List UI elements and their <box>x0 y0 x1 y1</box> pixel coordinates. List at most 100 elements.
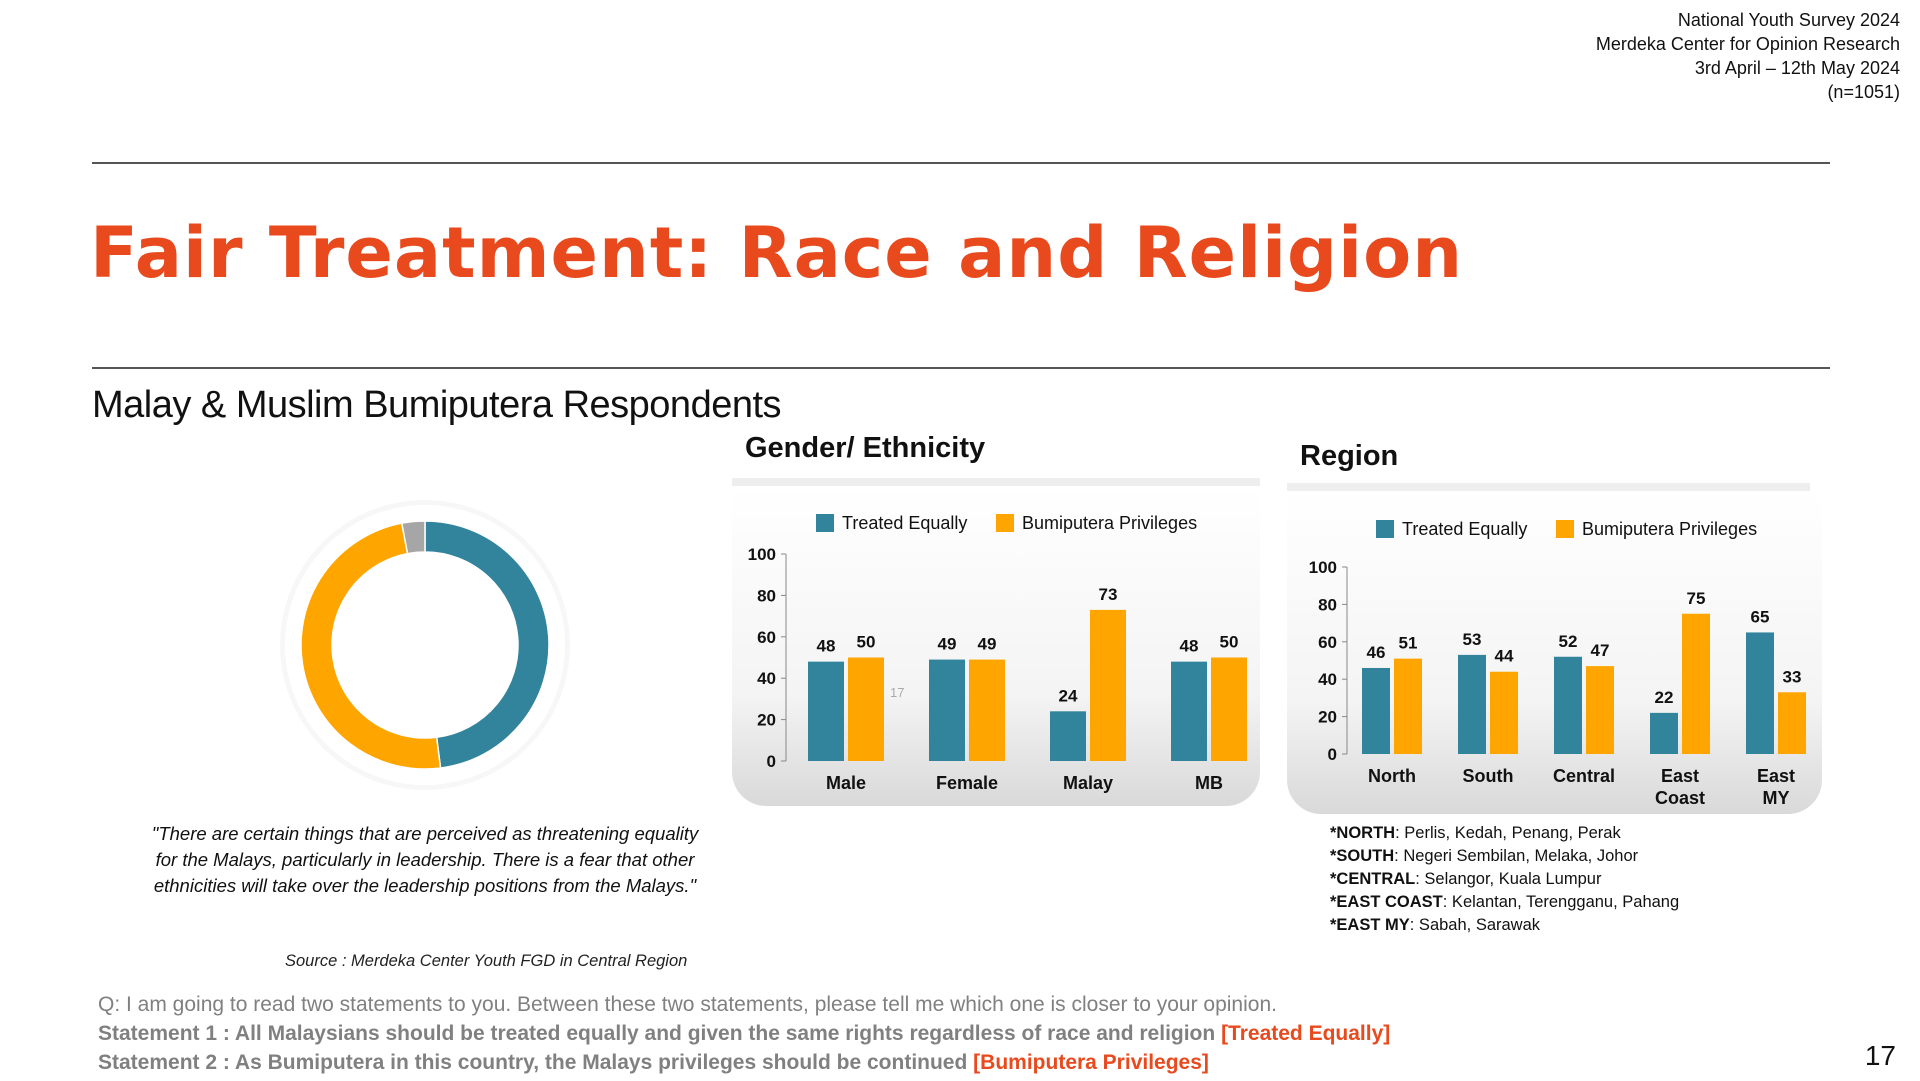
data-label: 50 <box>857 633 876 652</box>
bar-south-bumiputera-privileges <box>1490 671 1518 754</box>
x-tick-label-central: Central <box>1553 766 1615 786</box>
region-note-key: *SOUTH <box>1330 847 1395 865</box>
y-tick-label: 20 <box>1318 708 1337 727</box>
statement-2: Statement 2 : As Bumiputera in this coun… <box>98 1051 1209 1075</box>
x-tick-label-mb: MB <box>1195 773 1223 793</box>
bar-east-my-bumiputera-privileges <box>1778 692 1806 754</box>
bar-malay-bumiputera-privileges <box>1090 609 1126 761</box>
bar-male-treated-equally <box>808 661 844 761</box>
y-tick-label: 100 <box>748 545 776 564</box>
region-note-value: : Kelantan, Terengganu, Pahang <box>1442 893 1680 911</box>
bar-central-bumiputera-privileges <box>1586 666 1614 754</box>
bar-north-bumiputera-privileges <box>1394 658 1422 754</box>
region-note-east-my: *EAST MY: Sabah, Sarawak <box>1330 914 1679 937</box>
y-tick-label: 0 <box>1328 745 1337 764</box>
x-tick-label-south: South <box>1463 766 1514 786</box>
region-notes: *NORTH: Perlis, Kedah, Penang, Perak *SOU… <box>1330 822 1679 937</box>
region-note-key: *EAST COAST <box>1330 893 1443 911</box>
bar-east-coast-treated-equally <box>1650 712 1678 754</box>
y-tick-label: 80 <box>1318 595 1337 614</box>
y-tick-label: 40 <box>757 669 776 688</box>
data-label: 48 <box>817 637 836 656</box>
bar-central-treated-equally <box>1554 656 1582 754</box>
y-tick-label: 0 <box>767 752 776 771</box>
bar-south-treated-equally <box>1458 654 1486 754</box>
x-tick-label-male: Male <box>826 773 866 793</box>
survey-org: Merdeka Center for Opinion Research <box>1595 34 1900 54</box>
data-label: 65 <box>1751 607 1770 626</box>
y-tick-label: 60 <box>1318 633 1337 652</box>
page-subtitle: Malay & Muslim Bumiputera Respondents <box>92 384 782 426</box>
region-note-value: : Negeri Sembilan, Melaka, Johor <box>1394 847 1639 865</box>
y-tick-label: 40 <box>1318 670 1337 689</box>
region-note-key: *EAST MY <box>1330 916 1410 934</box>
y-tick-label: 80 <box>757 586 776 605</box>
donut-slice-bumiputera-privileges <box>300 522 442 770</box>
sample-size: (n=1051) <box>1827 82 1900 102</box>
survey-dates: 3rd April – 12th May 2024 <box>1694 58 1900 78</box>
donut-chart <box>280 500 570 790</box>
gender-panel-title: Gender/ Ethnicity <box>745 432 986 464</box>
legend-swatch-bumiputera-privileges <box>996 514 1014 532</box>
x-tick-label-east-my: East <box>1757 766 1795 786</box>
page-number: 17 <box>1864 1040 1896 1071</box>
data-label: 73 <box>1099 585 1118 604</box>
region-note-key: *NORTH <box>1330 824 1396 842</box>
survey-meta: National Youth Survey 2024 Merdeka Cente… <box>1596 8 1900 104</box>
data-label: 51 <box>1399 634 1418 653</box>
region-panel-title: Region <box>1300 440 1399 472</box>
legend-label-bumiputera-privileges: Bumiputera Privileges <box>1582 519 1757 539</box>
region-note-key: *CENTRAL <box>1330 870 1416 888</box>
region-note-south: *SOUTH: Negeri Sembilan, Melaka, Johor <box>1330 845 1679 868</box>
legend-swatch-treated-equally <box>1376 520 1394 538</box>
top-divider <box>92 162 1830 164</box>
quote-source: Source : Merdeka Center Youth FGD in Cen… <box>285 952 688 970</box>
x-tick-label-north: North <box>1368 766 1416 786</box>
x-tick-label-female: Female <box>936 773 998 793</box>
region-note-value: : Perlis, Kedah, Penang, Perak <box>1395 824 1621 842</box>
data-label: 48 <box>1180 637 1199 656</box>
y-tick-label: 20 <box>757 711 776 730</box>
fgd-quote: "There are certain things that are perce… <box>151 823 699 896</box>
bar-female-bumiputera-privileges <box>969 659 1005 761</box>
statement-1-tag: [Treated Equally] <box>1221 1022 1391 1045</box>
gender-bar-chart: Treated Equally Bumiputera Privileges 0 20 4… <box>748 513 1247 793</box>
region-panel-bar <box>1287 483 1810 491</box>
region-note-value: : Selangor, Kuala Lumpur <box>1415 870 1602 888</box>
survey-question: Q: I am going to read two statements to … <box>98 993 1277 1016</box>
x-tick-label-malay: Malay <box>1063 773 1113 793</box>
statement-2-text: Statement 2 : As Bumiputera in this coun… <box>98 1051 968 1074</box>
gender-panel-bar <box>732 478 1260 486</box>
title-divider <box>92 367 1830 369</box>
bar-mb-treated-equally <box>1171 661 1207 761</box>
region-note-east-coast: *EAST COAST: Kelantan, Terengganu, Pahan… <box>1330 891 1679 914</box>
bar-malay-treated-equally <box>1050 711 1086 761</box>
y-tick-label: 100 <box>1309 558 1337 577</box>
bar-mb-bumiputera-privileges <box>1211 657 1247 761</box>
data-label: 22 <box>1655 688 1674 707</box>
statement-2-tag: [Bumiputera Privileges] <box>973 1051 1209 1074</box>
legend-label-bumiputera-privileges: Bumiputera Privileges <box>1022 513 1197 533</box>
region-note-north: *NORTH: Perlis, Kedah, Penang, Perak <box>1330 822 1679 845</box>
data-label: 24 <box>1059 686 1078 705</box>
y-tick-label: 60 <box>757 628 776 647</box>
region-bar-chart: Treated Equally Bumiputera Privileges 0 20 4… <box>1309 519 1806 808</box>
data-label: 52 <box>1559 632 1578 651</box>
legend-label-treated-equally: Treated Equally <box>842 513 967 533</box>
data-label: 47 <box>1591 641 1610 660</box>
x-tick-label-east-coast: East <box>1661 766 1699 786</box>
data-label: 49 <box>978 635 997 654</box>
bar-east-coast-bumiputera-privileges <box>1682 613 1710 754</box>
legend-label-treated-equally: Treated Equally <box>1402 519 1527 539</box>
donut-slice-treated-equally <box>424 520 550 769</box>
stray-label: 17 <box>890 685 904 700</box>
region-note-value: : Sabah, Sarawak <box>1409 916 1541 934</box>
survey-name: National Youth Survey 2024 <box>1677 10 1900 30</box>
data-label: 49 <box>938 635 957 654</box>
data-label: 50 <box>1220 633 1239 652</box>
data-label: 44 <box>1495 647 1514 666</box>
bar-east-my-treated-equally <box>1746 632 1774 754</box>
bar-female-treated-equally <box>929 659 965 761</box>
data-label: 53 <box>1463 630 1482 649</box>
donut-slice-other <box>400 520 426 555</box>
